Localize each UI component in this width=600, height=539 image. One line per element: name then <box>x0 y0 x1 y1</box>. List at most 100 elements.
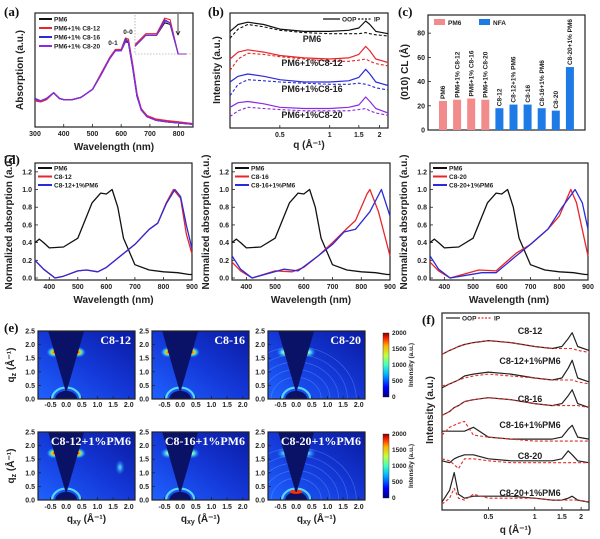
sample-label: C8-20+1%PM6 <box>499 488 560 498</box>
ip-line-0 <box>441 340 590 355</box>
x-tick-label: 0.5 <box>484 514 494 521</box>
ip-line-3 <box>229 106 389 117</box>
y-tick-label: 60 <box>417 55 425 62</box>
plot-frame <box>441 312 590 511</box>
sample-label: PM6 <box>303 34 322 44</box>
normalized-absorption-chart-3: 400 500 600 700 800 900 0.0 0.2 0.4 0.6 0.8 1.0 1.2 W… <box>399 154 594 306</box>
legend-ip: IP <box>494 316 501 323</box>
legend-label: PM6+1% C8-12 <box>54 25 100 32</box>
beamstop-wedge <box>278 331 315 391</box>
oop-line-1 <box>229 45 389 64</box>
x-tick-label: 900 <box>186 284 198 291</box>
colorbar-tick-label: 1000 <box>392 362 407 369</box>
x-axis-label: Wavelength (nm) <box>469 295 549 306</box>
series-line-3 <box>34 39 194 125</box>
giwaxs-pattern-2: C8-20 -0.5 0.0 0.5 1.0 1.5 2.0 0.0 0.5 1.0 1.5 2.0 2… <box>255 329 366 409</box>
legend-swatch <box>434 19 445 25</box>
ip-line-4 <box>441 458 589 470</box>
x-tick-label: 1.5 <box>108 504 118 511</box>
series-line-1 <box>34 188 193 279</box>
x-tick-label: 1.0 <box>93 504 103 511</box>
x-tick-label: 800 <box>173 131 185 138</box>
y-tick-label: 1.0 <box>25 369 35 376</box>
x-tick-label: 700 <box>129 284 141 291</box>
colorbar-label: Intensity (a.u.) <box>408 343 415 387</box>
legend-label: PM6 <box>54 16 68 23</box>
x-tick-label: 1.0 <box>323 402 333 409</box>
x-tick-label: 500 <box>269 284 281 291</box>
y-tick-label: 2.0 <box>255 443 265 450</box>
y-tick-label: 0.2 <box>22 258 32 265</box>
x-tick-label: -0.5 <box>44 504 56 511</box>
x-axis-label-sub: xy <box>303 519 311 526</box>
bar-8 <box>551 110 560 130</box>
x-tick-label: 1 <box>533 514 537 521</box>
sample-label: C8-20 <box>518 451 543 461</box>
y-axis-label: Intensity (a.u.) <box>425 376 436 444</box>
bar-label: C8-20+1% PM6 <box>567 19 574 65</box>
x-tick-label: 0.5 <box>77 402 87 409</box>
x-tick-label: -0.5 <box>274 402 286 409</box>
pattern-title: C8-16+1%PM6 <box>165 434 245 448</box>
pattern-title: C8-12 <box>100 333 131 347</box>
heatmap-image <box>268 432 365 500</box>
sample-label: C8-12+1%PM6 <box>499 356 560 366</box>
y-tick-label: 0.2 <box>417 258 427 265</box>
y-tick-label: 0.0 <box>25 397 35 404</box>
y-tick-label: 0.8 <box>22 205 32 212</box>
bar-label: PM6+1% C8-12 <box>454 51 461 97</box>
y-tick-label: 20 <box>417 103 425 110</box>
y-tick-label: 0.0 <box>255 397 265 404</box>
x-axis-label: qxy (Å⁻¹) <box>67 512 106 526</box>
plot-frame <box>267 431 366 501</box>
y-tick-label: 1.0 <box>255 369 265 376</box>
oop-line-2 <box>441 389 590 416</box>
x-axis-label-q: q <box>297 514 303 525</box>
x-tick-label: -0.5 <box>158 504 170 511</box>
x-tick-label: 0.5 <box>191 504 201 511</box>
beamstop-wedge <box>162 331 199 391</box>
pattern-title: C8-20+1%PM6 <box>281 434 361 448</box>
y-tick-label: 1.5 <box>139 457 149 464</box>
x-tick-label: 1.5 <box>222 504 232 511</box>
series-line-1 <box>429 188 589 279</box>
colorbar-tick-label: 500 <box>392 378 403 385</box>
y-tick-label: 40 <box>417 79 425 86</box>
x-tick-label: 300 <box>29 131 41 138</box>
series-line-1 <box>231 188 391 279</box>
y-axis-label: qz (Å⁻¹) <box>4 449 18 484</box>
linecut-chart-nfa: 0.5 1 1.5 2 q (Å⁻¹) Intensity (a.u.) C8-12 C8-1… <box>425 312 590 536</box>
colorbar-tick-label: 0 <box>392 495 396 502</box>
series-line-0 <box>34 188 192 276</box>
colorbar-tick-label: 500 <box>392 479 403 486</box>
panel-label-c: (c) <box>398 4 412 19</box>
ip-line-5 <box>441 487 590 505</box>
series-line-1 <box>34 37 194 125</box>
x-tick-label: 2.0 <box>124 504 134 511</box>
colorbar-label: Intensity (a.u.) <box>408 444 415 488</box>
series-line-0 <box>231 188 390 276</box>
x-tick-label: 600 <box>101 284 113 291</box>
bar-2 <box>467 98 476 130</box>
x-tick-label: 0.5 <box>275 132 285 139</box>
x-tick-label: 2.0 <box>354 402 364 409</box>
y-axis-label-unit: (Å⁻¹) <box>4 449 17 474</box>
plot-frame <box>34 12 194 128</box>
x-axis-label-q: q <box>67 514 73 525</box>
bar-label: C8-16+1% PM6 <box>539 60 546 106</box>
x-tick-label: 400 <box>439 284 451 291</box>
x-tick-label: -0.5 <box>158 402 170 409</box>
normalized-absorption-chart-2: 400 500 600 700 800 900 0.0 0.2 0.4 0.6 0.8 1.0 1.2 W… <box>201 154 396 306</box>
y-tick-label: 1.0 <box>417 187 427 194</box>
y-tick-label: 0.5 <box>255 383 265 390</box>
x-tick-label: 900 <box>582 284 594 291</box>
plot-frame <box>429 162 589 281</box>
x-tick-label: 2.0 <box>238 504 248 511</box>
y-tick-label: 1.5 <box>255 457 265 464</box>
inset-series-line-1 <box>134 17 187 55</box>
x-tick-label: 0.5 <box>191 402 201 409</box>
y-tick-label: 2.5 <box>139 329 149 336</box>
